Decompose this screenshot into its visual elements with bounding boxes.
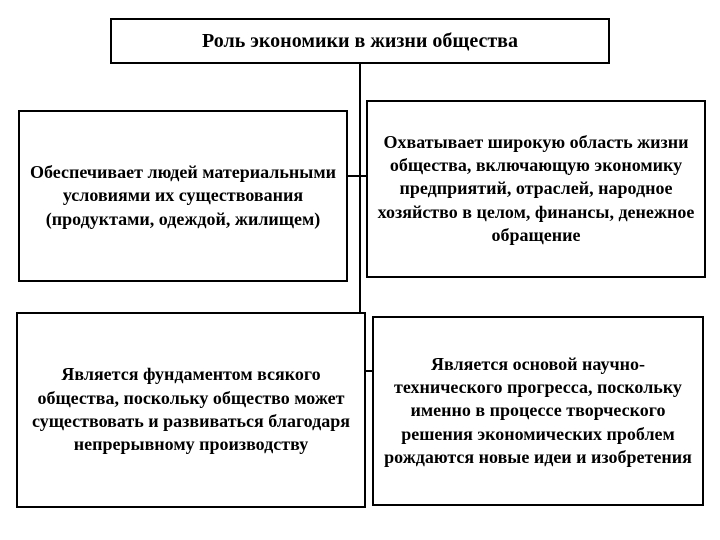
node-bottom-left-text: Является фундаментом всякого общества, п…: [22, 363, 360, 457]
node-top-left-text: Обеспечивает людей материальными условия…: [24, 161, 342, 231]
title-box: Роль экономики в жизни общества: [110, 18, 610, 64]
connector-top: [346, 175, 368, 177]
node-top-right-text: Охватывает широкую область жизни обществ…: [372, 131, 700, 248]
node-bottom-right-text: Является основой научно-технического про…: [378, 353, 698, 470]
node-bottom-right: Является основой научно-технического про…: [372, 316, 704, 506]
node-top-right: Охватывает широкую область жизни обществ…: [366, 100, 706, 278]
title-text: Роль экономики в жизни общества: [202, 28, 518, 54]
node-top-left: Обеспечивает людей материальными условия…: [18, 110, 348, 282]
node-bottom-left: Является фундаментом всякого общества, п…: [16, 312, 366, 508]
